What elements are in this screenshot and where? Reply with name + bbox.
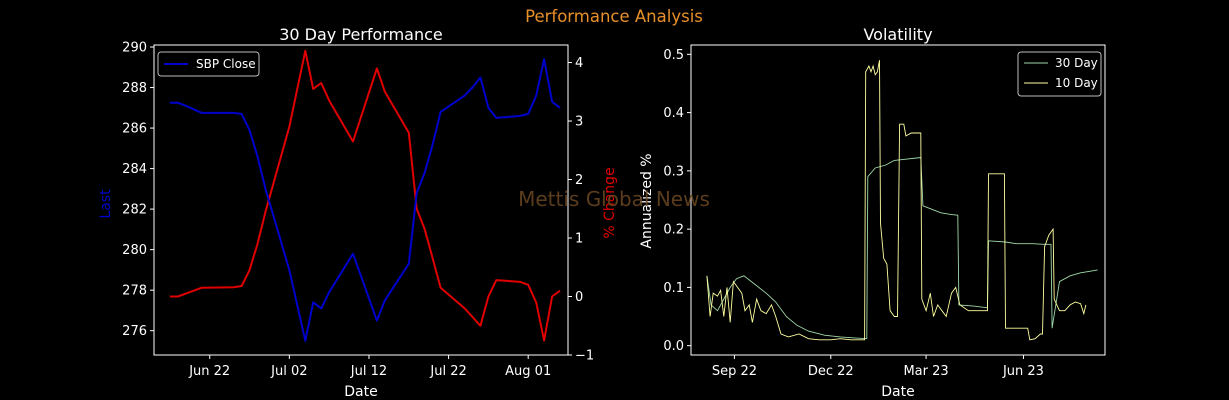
x-tick-label: Sep 22 (712, 364, 757, 379)
performance-chart-ylabel-right: % Change (602, 167, 618, 238)
y-right-tick-label: −1 (575, 349, 594, 364)
legend-label-30-day: 30 Day (1055, 56, 1098, 70)
sbp-close-line (169, 58, 561, 342)
vol-30-day-line (706, 156, 1098, 340)
y-tick-label: 288 (122, 81, 147, 96)
y-tick-label: 0.1 (663, 281, 684, 296)
y-right-tick-label: 0 (575, 290, 583, 305)
y-right-tick-label: 4 (575, 56, 583, 71)
volatility-chart-title: Volatility (863, 25, 932, 44)
x-tick-label: Mar 23 (903, 364, 948, 379)
x-tick-label: Jul 02 (270, 364, 307, 379)
performance-chart-title: 30 Day Performance (279, 25, 443, 44)
x-tick-label: Jun 23 (1002, 364, 1044, 379)
performance-chart-frame (153, 44, 569, 356)
volatility-chart-ylabel: Annualized % (639, 153, 655, 248)
y-tick-label: 0.3 (663, 164, 684, 179)
legend-label-10-day: 10 Day (1055, 76, 1098, 90)
legend-label-sbp-close: SBP Close (196, 57, 256, 71)
x-tick-label: Dec 22 (808, 364, 854, 379)
legend-box (157, 51, 260, 77)
y-tick-label: 290 (122, 41, 147, 56)
y-tick-label: 284 (122, 162, 147, 177)
performance-chart: 30 Day Performance Jun 22 Jul 02 Jul 12 Jul… (98, 25, 618, 400)
y-tick-label: 286 (122, 122, 147, 137)
performance-chart-xlabel: Date (344, 384, 377, 400)
pct-change-line (169, 49, 561, 342)
performance-chart-legend: SBP Close (157, 51, 260, 77)
y-right-tick-label: 1 (575, 232, 583, 247)
x-tick-label: Jul 12 (350, 364, 387, 379)
figure-suptitle: Performance Analysis (525, 7, 703, 26)
y-tick-label: 0.2 (663, 223, 684, 238)
y-tick-label: 0.0 (663, 339, 684, 354)
y-right-tick-label: 2 (575, 173, 583, 188)
x-tick-label: Jun 22 (188, 364, 230, 379)
volatility-chart-xlabel: Date (881, 384, 914, 400)
y-tick-label: 276 (122, 324, 147, 339)
volatility-chart-ticks: Sep 22 Dec 22 Mar 23 Jun 23 0.0 0.1 0.2 0.3 0.4 0… (663, 48, 1044, 379)
performance-chart-ticks: Jun 22 Jul 02 Jul 12 Jul 22 Aug 01 276 278 280 2… (122, 41, 594, 379)
x-tick-label: Jul 22 (429, 364, 466, 379)
volatility-chart-frame (690, 44, 1106, 356)
y-tick-label: 278 (122, 284, 147, 299)
y-tick-label: 280 (122, 243, 147, 258)
volatility-chart-legend: 30 Day 10 Day (1017, 51, 1102, 97)
y-tick-label: 0.4 (663, 106, 684, 121)
vol-10-day-line (706, 60, 1087, 341)
y-tick-label: 282 (122, 203, 147, 218)
y-tick-label: 0.5 (663, 48, 684, 63)
x-tick-label: Aug 01 (505, 364, 551, 379)
y-right-tick-label: 3 (575, 115, 583, 130)
watermark: Mettis Global News (518, 187, 710, 211)
volatility-chart: Volatility Sep 22 Dec 22 Mar 23 Jun 23 0.0 0.… (639, 25, 1106, 400)
performance-chart-ylabel-left: Last (98, 189, 114, 219)
